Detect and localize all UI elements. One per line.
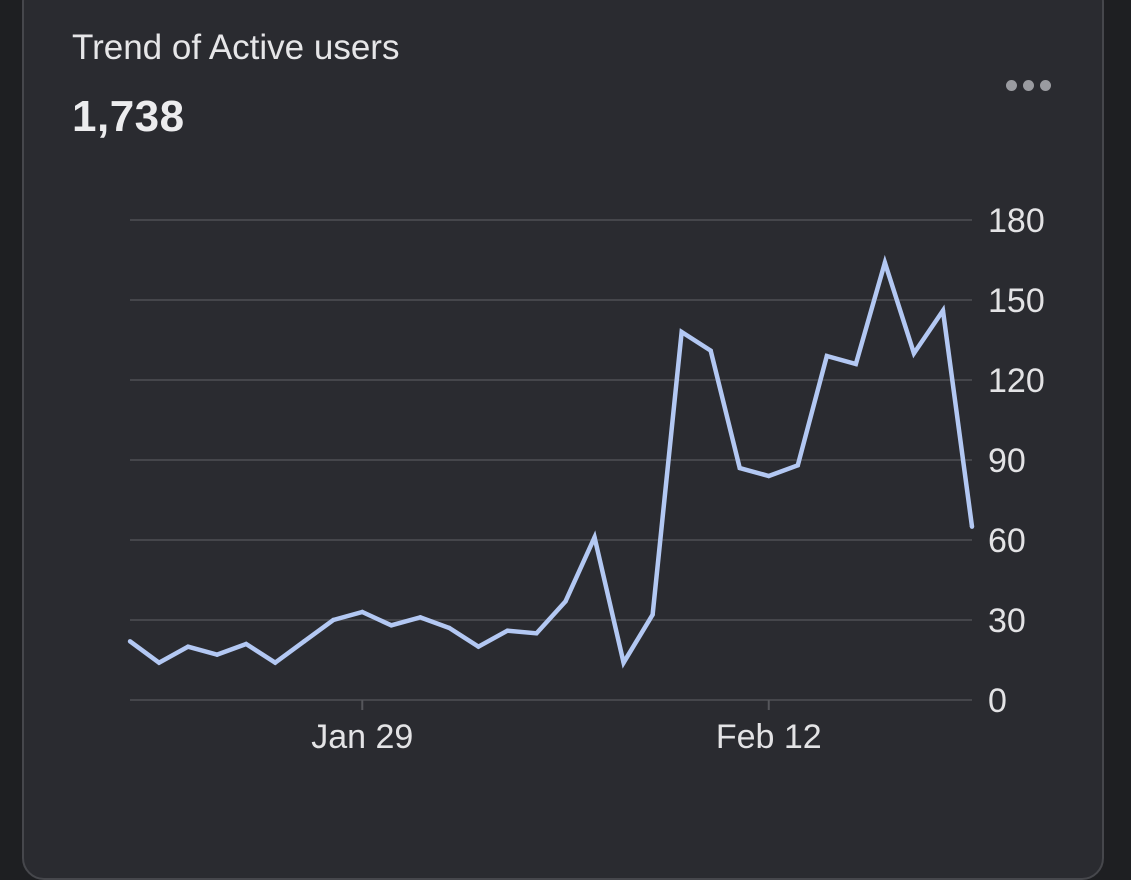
data-point: [214, 652, 220, 657]
data-point: [127, 639, 133, 644]
data-point: [418, 615, 423, 620]
data-point: [563, 599, 568, 604]
data-point: [737, 465, 742, 471]
y-tick-label: 90: [988, 442, 1026, 480]
data-point: [505, 628, 510, 633]
data-point: [650, 612, 655, 617]
data-point: [534, 631, 539, 636]
data-point: [969, 524, 975, 529]
data-point: [592, 535, 597, 540]
data-point: [156, 660, 162, 665]
data-point: [331, 617, 336, 623]
data-point: [360, 609, 365, 615]
y-tick-label: 60: [988, 522, 1026, 560]
y-tick-label: 120: [988, 362, 1045, 400]
y-tick-label: 180: [988, 202, 1045, 240]
data-point: [853, 361, 859, 367]
x-tick-label: Feb 12: [716, 718, 822, 756]
data-point: [795, 463, 800, 468]
data-point: [679, 329, 684, 335]
x-tick-label: Jan 29: [311, 718, 413, 756]
total-active-users: 1,738: [72, 92, 185, 141]
data-point: [476, 644, 481, 649]
y-tick-label: 30: [988, 602, 1026, 640]
data-point: [243, 641, 249, 647]
y-tick-label: 0: [988, 682, 1007, 720]
data-point: [824, 353, 830, 359]
data-point: [185, 644, 191, 649]
y-tick-label: 150: [988, 282, 1045, 320]
more-options-icon[interactable]: [1006, 80, 1051, 91]
card-title: Trend of Active users: [72, 28, 400, 67]
active-users-card: [22, 0, 1104, 880]
data-point: [272, 660, 278, 665]
data-point: [302, 639, 307, 644]
data-point: [766, 473, 771, 479]
data-point: [389, 623, 394, 628]
data-point: [911, 351, 917, 356]
data-point: [621, 660, 626, 665]
data-point: [940, 308, 946, 313]
data-point: [708, 348, 713, 353]
data-point: [447, 625, 452, 631]
active-users-line: [128, 254, 975, 669]
data-point: [882, 260, 888, 265]
